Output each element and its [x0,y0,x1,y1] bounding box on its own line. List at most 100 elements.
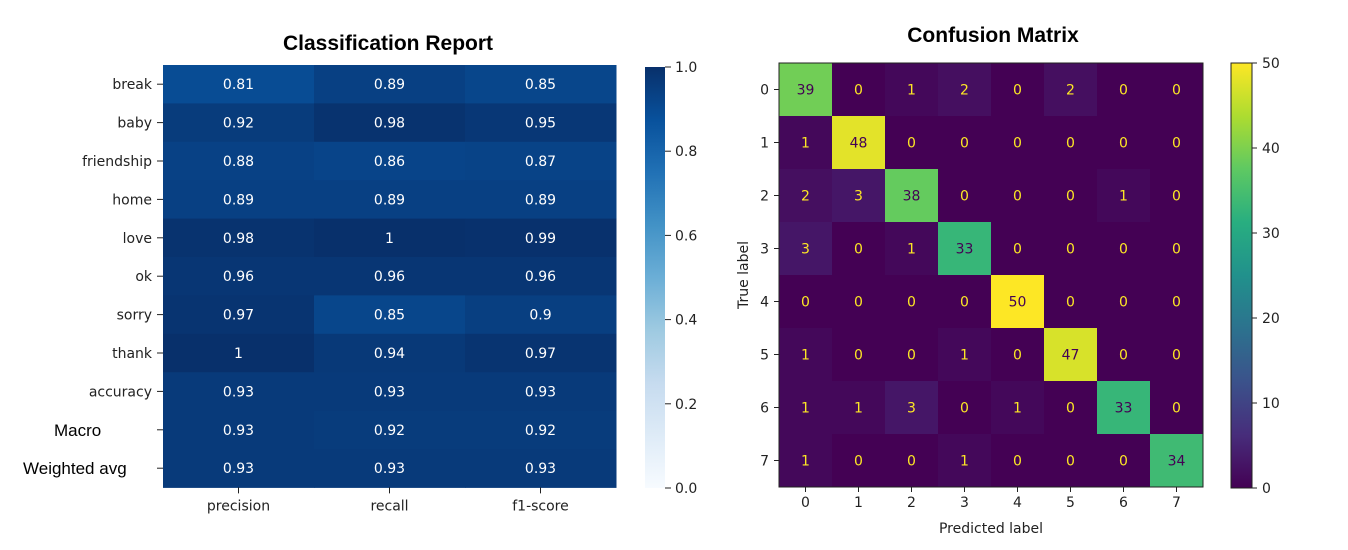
report-row-label: baby [117,116,152,132]
matrix-cell [1097,169,1151,223]
report-cell [163,141,315,181]
matrix-cell [1150,169,1204,223]
matrix-x-tick-label: 1 [854,495,863,511]
matrix-cell [1044,381,1098,435]
report-cell [465,333,617,373]
matrix-cell [1097,275,1151,329]
matrix-x-tick-label: 7 [1172,495,1181,511]
matrix-cell [832,222,886,276]
matrix-cell-value: 0 [1172,348,1181,364]
matrix-cell-value: 0 [1119,348,1128,364]
matrix-colorbar-tick-label: 0 [1262,481,1271,497]
report-row-label: accuracy [89,384,152,400]
report-cell [163,180,315,220]
matrix-colorbar-tick-label: 20 [1262,311,1280,327]
report-colorbar-tick-label: 0.4 [675,313,697,329]
matrix-cell [1044,116,1098,170]
matrix-cell-value: 1 [854,401,863,417]
matrix-cell [832,434,886,488]
report-cell-value: 1 [385,231,394,247]
report-cell-value: 0.92 [223,116,254,132]
report-cell-value: 0.95 [525,116,556,132]
matrix-cell [885,328,939,382]
matrix-cell-value: 0 [1119,295,1128,311]
report-cell-value: 1 [234,346,243,362]
matrix-cell-value: 48 [850,136,868,152]
matrix-cell-value: 0 [1119,83,1128,99]
matrix-cell-value: 33 [1115,401,1133,417]
matrix-cell [1097,63,1151,117]
report-row-label: Macro [54,421,101,440]
matrix-cell [1150,381,1204,435]
matrix-cell-value: 0 [960,295,969,311]
matrix-cell [1044,222,1098,276]
classification-report-column-labels: precision recall f1-score [207,487,569,514]
report-row-label: ok [135,269,153,285]
report-colorbar-tick-label: 0.6 [675,228,697,244]
matrix-cell [991,63,1045,117]
report-column-label: f1-score [512,498,569,514]
report-cell-value: 0.97 [525,346,556,362]
matrix-x-tick-label: 0 [801,495,810,511]
matrix-cell [885,275,939,329]
matrix-cell [991,381,1045,435]
report-cell-value: 0.93 [374,461,405,477]
report-cell [465,410,617,450]
matrix-cell-value: 0 [1013,136,1022,152]
report-cell [465,295,617,335]
matrix-cell-value: 0 [1066,454,1075,470]
matrix-cell [779,116,833,170]
report-cell-value: 0.85 [374,308,405,324]
report-cell-value: 0.93 [525,461,556,477]
report-cell [163,372,315,412]
matrix-cell-value: 0 [960,136,969,152]
confusion-matrix-chart: Confusion Matrix 39 0 1 2 0 2 0 01 48 0 0 0 0 0 02 3 38 0… [736,24,1280,537]
report-cell [314,218,466,258]
matrix-cell [832,116,886,170]
confusion-matrix-title: Confusion Matrix [907,24,1079,47]
matrix-x-tick-label: 3 [960,495,969,511]
matrix-y-tick-label: 3 [760,242,769,258]
report-row-label: home [112,192,152,208]
matrix-cell-value: 0 [854,454,863,470]
matrix-y-tick-label: 4 [760,295,769,311]
matrix-cell [779,169,833,223]
report-colorbar-tick-label: 1.0 [675,60,697,76]
matrix-cell-value: 0 [960,189,969,205]
matrix-cell [938,222,992,276]
matrix-cell-value: 0 [854,242,863,258]
matrix-x-tick-label: 4 [1013,495,1022,511]
report-cell-value: 0.89 [374,77,405,93]
matrix-cell-value: 3 [907,401,916,417]
matrix-y-tick-label: 7 [760,454,769,470]
matrix-cell-value: 50 [1009,295,1027,311]
report-cell [465,372,617,412]
matrix-cell [938,381,992,435]
report-row-label: sorry [117,308,152,324]
report-cell [163,65,315,104]
report-cell [314,449,466,488]
matrix-cell [779,63,833,117]
report-cell [163,218,315,258]
matrix-cell [1044,63,1098,117]
matrix-cell-value: 0 [1013,242,1022,258]
report-cell-value: 0.99 [525,231,556,247]
matrix-cell-value: 0 [1172,242,1181,258]
matrix-cell-value: 1 [1119,189,1128,205]
matrix-cell-value: 1 [960,348,969,364]
matrix-cell [1150,328,1204,382]
report-cell [314,65,466,104]
report-cell [314,103,466,143]
matrix-y-tick-label: 5 [760,348,769,364]
matrix-y-tick-label: 6 [760,401,769,417]
matrix-cell-value: 0 [1013,83,1022,99]
report-row-label: thank [112,346,153,362]
matrix-cell-value: 1 [1013,401,1022,417]
matrix-cell-value: 47 [1062,348,1080,364]
matrix-cell-value: 0 [907,295,916,311]
matrix-cell-value: 1 [801,401,810,417]
matrix-y-tick-label: 1 [760,136,769,152]
matrix-cell [885,63,939,117]
matrix-cell-value: 1 [907,242,916,258]
report-cell-value: 0.81 [223,77,254,93]
